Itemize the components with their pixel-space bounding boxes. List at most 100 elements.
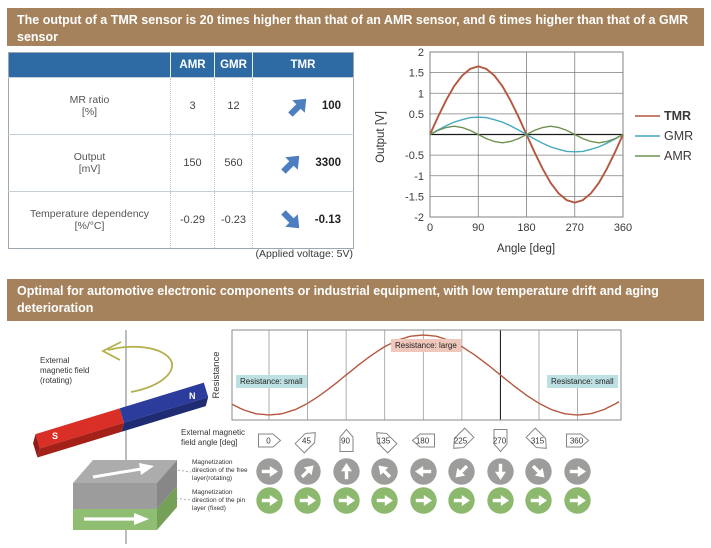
header-amr: AMR xyxy=(170,52,215,78)
row-label: Output [mV] xyxy=(8,134,171,192)
svg-text:225: 225 xyxy=(454,436,468,445)
free-layer-arrow-icon xyxy=(255,458,283,485)
pin-layer-arrow-icon xyxy=(332,487,360,514)
table-header-row: AMR GMR TMR xyxy=(8,52,354,78)
pin-layer-arrow-icon xyxy=(294,487,321,514)
free-layer-arrow-icon xyxy=(564,458,591,485)
svg-text:1.5: 1.5 xyxy=(409,68,424,80)
y-axis-label: Output [V] xyxy=(375,111,387,163)
svg-text:2: 2 xyxy=(418,47,424,59)
legend-label-AMR: AMR xyxy=(664,149,692,163)
tmr-value: -0.13 xyxy=(252,191,354,249)
external-field-label: External magnetic field (rotating) xyxy=(40,356,90,385)
angle-badge-90: 90 xyxy=(339,428,354,452)
table-row: Temperature dependency [%/°C] -0.29 -0.23… xyxy=(8,191,354,249)
pin-layer-arrow-icon xyxy=(525,487,553,514)
resistance-axis-label: Resistance xyxy=(211,352,222,399)
svg-text:1: 1 xyxy=(418,88,424,100)
row-label: Temperature dependency [%/°C] xyxy=(8,191,171,249)
row-label: MR ratio [%] xyxy=(8,77,171,135)
gmr-value: 12 xyxy=(214,77,253,135)
gmr-value: 560 xyxy=(214,134,253,192)
free-layer-arrow-icon xyxy=(294,458,321,485)
svg-text:315: 315 xyxy=(531,436,545,445)
trend-up-arrow-icon xyxy=(281,155,300,174)
header-gmr: GMR xyxy=(214,52,253,78)
svg-text:-2: -2 xyxy=(414,212,424,224)
svg-text:-0.5: -0.5 xyxy=(405,150,424,162)
pin-layer-arrow-icon xyxy=(564,487,591,514)
x-axis-label: Angle [deg] xyxy=(497,243,555,255)
svg-text:0: 0 xyxy=(266,436,271,445)
svg-text:90: 90 xyxy=(341,436,350,445)
svg-text:90: 90 xyxy=(472,222,484,234)
svg-text:0.5: 0.5 xyxy=(409,109,424,121)
angle-badge-270: 270 xyxy=(493,429,508,453)
amr-value: 3 xyxy=(170,77,215,135)
annotation-small: Resistance: small xyxy=(547,375,618,388)
trend-down-arrow-icon xyxy=(280,209,300,228)
free-layer-arrow-icon xyxy=(525,458,553,485)
angle-badge-135: 135 xyxy=(376,432,398,454)
curve-AMR xyxy=(429,125,624,144)
annotation-small: Resistance: small xyxy=(236,375,307,388)
svg-text:-1.5: -1.5 xyxy=(405,191,424,203)
free-layer-arrow-icon xyxy=(332,458,360,485)
tmr-layer-stack xyxy=(73,460,177,530)
resistance-curve xyxy=(231,334,620,416)
angle-badge-225: 225 xyxy=(453,427,475,449)
svg-text:180: 180 xyxy=(416,436,430,445)
pin-layer-arrow-icon xyxy=(448,487,476,514)
free-layer-arrow-icon xyxy=(371,458,398,485)
angle-badge-180: 180 xyxy=(411,433,435,448)
svg-text:135: 135 xyxy=(377,436,391,445)
free-layer-row-label: Magnetization direction of the free laye… xyxy=(192,459,248,482)
rotating-field-diagram: SN xyxy=(33,330,209,544)
bottom-banner: Optimal for automotive electronic compon… xyxy=(7,279,704,321)
svg-text:360: 360 xyxy=(570,436,584,445)
pin-layer-arrow-icon xyxy=(371,487,398,514)
tmr-value: 3300 xyxy=(252,134,354,192)
gmr-value: -0.23 xyxy=(214,191,253,249)
magnet-south-label: S xyxy=(52,431,58,441)
trend-up-arrow-icon xyxy=(288,98,307,117)
header-tmr: TMR xyxy=(252,52,354,78)
svg-text:45: 45 xyxy=(302,436,311,445)
output-vs-angle-chart: 2 1.5 1 0.5 -0.5 -1 -1.5 -20 90 180 270 360 Output [… xyxy=(375,47,693,255)
legend-label-GMR: GMR xyxy=(664,129,693,143)
amr-value: -0.29 xyxy=(170,191,215,249)
svg-text:270: 270 xyxy=(493,436,507,445)
legend-label-TMR: TMR xyxy=(664,109,691,123)
svg-text:0: 0 xyxy=(427,222,433,234)
top-banner: The output of a TMR sensor is 20 times h… xyxy=(7,8,704,46)
svg-text:270: 270 xyxy=(566,222,584,234)
bar-magnet xyxy=(33,382,209,458)
amr-value: 150 xyxy=(170,134,215,192)
pin-layer-arrow-icon xyxy=(487,487,514,514)
magnet-north-label: N xyxy=(189,391,196,401)
table-row: Output [mV] 150 560 3300 xyxy=(8,134,354,192)
svg-text:360: 360 xyxy=(614,222,632,234)
angle-row-label: External magnetic field angle [deg] xyxy=(181,428,246,447)
pin-layer-arrow-icon xyxy=(255,487,283,514)
angle-badge-315: 315 xyxy=(525,427,548,449)
free-layer-arrow-icon xyxy=(487,458,514,485)
free-layer-arrow-icon xyxy=(410,458,437,485)
free-layer-arrow-icon xyxy=(448,458,476,485)
angle-badge-0: 0 xyxy=(257,433,281,448)
tmr-value: 100 xyxy=(252,77,354,135)
annotation-large: Resistance: large xyxy=(391,339,461,352)
angle-badge-45: 45 xyxy=(294,432,316,454)
table-row: MR ratio [%] 3 12 100 xyxy=(8,77,354,135)
applied-voltage-note: (Applied voltage: 5V) xyxy=(255,248,353,260)
resistance-vs-angle-chart: Resistance xyxy=(211,329,622,421)
angle-badge-360: 360 xyxy=(566,433,590,448)
header-blank-cell xyxy=(8,52,171,78)
svg-text:180: 180 xyxy=(517,222,535,234)
svg-text:-1: -1 xyxy=(414,171,424,183)
sensor-comparison-table: AMR GMR TMR MR ratio [%] 3 12 100 Output[… xyxy=(8,52,354,249)
pin-layer-arrow-icon xyxy=(410,487,437,514)
rotation-arrow-icon xyxy=(101,341,173,393)
pin-layer-row-label: Magnetization direction of the pin layer… xyxy=(192,489,246,512)
